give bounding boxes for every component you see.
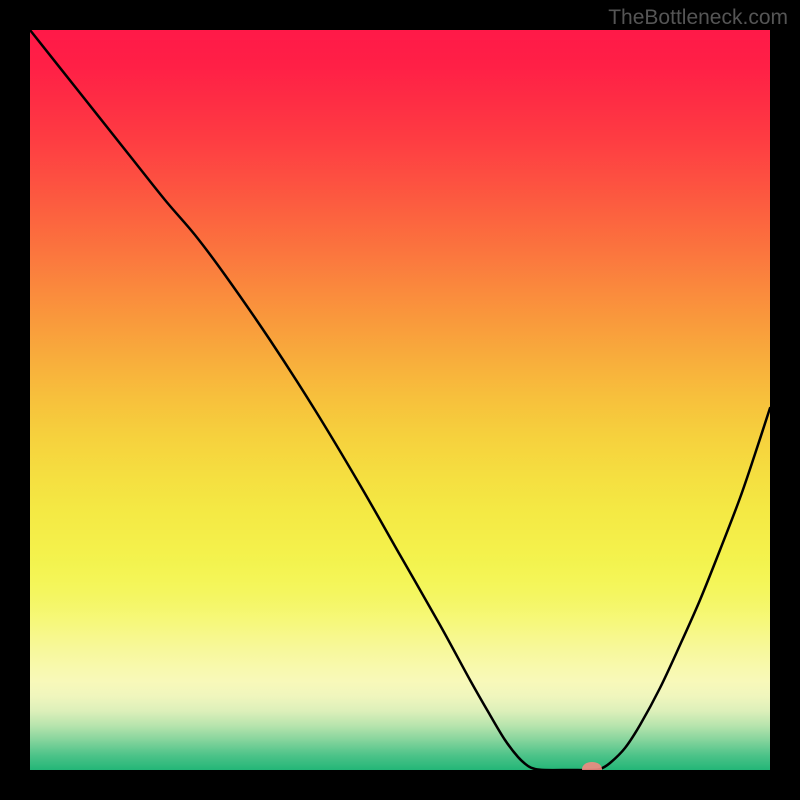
watermark-label: TheBottleneck.com (608, 6, 788, 30)
plot-background (30, 30, 770, 770)
bottleneck-chart: TheBottleneck.com (0, 0, 800, 800)
border-right (770, 0, 800, 800)
chart-svg (0, 0, 800, 800)
border-left (0, 0, 30, 800)
border-bottom (0, 770, 800, 800)
